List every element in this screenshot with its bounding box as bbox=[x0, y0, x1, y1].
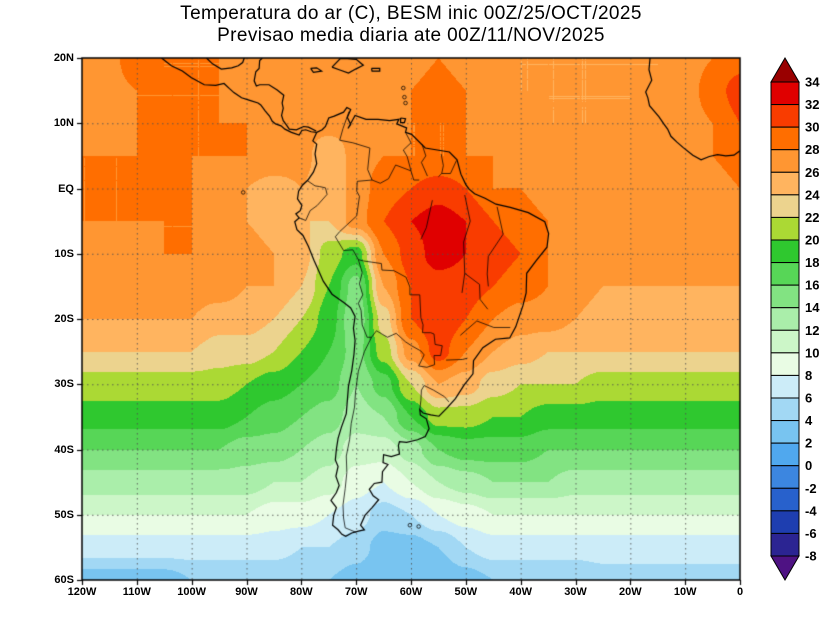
colorbar-label: -4 bbox=[805, 503, 817, 518]
colorbar-label: 16 bbox=[805, 278, 819, 293]
colorbar-label: -6 bbox=[805, 526, 817, 541]
colorbar-band bbox=[770, 104, 800, 128]
colorbar-label: 4 bbox=[805, 413, 813, 428]
x-tick-label: 0 bbox=[736, 586, 744, 598]
colorbar-band bbox=[770, 307, 800, 331]
colorbar-band bbox=[770, 352, 800, 376]
y-tick-label: 40S bbox=[54, 443, 74, 456]
colorbar-label: 30 bbox=[805, 120, 819, 135]
colorbar-band bbox=[770, 262, 800, 286]
y-tick-label: 20S bbox=[54, 313, 74, 325]
colorbar-band bbox=[770, 216, 800, 241]
colorbar-label: 34 bbox=[805, 75, 820, 90]
colorbar-band bbox=[770, 487, 800, 512]
colorbar-label: 18 bbox=[805, 255, 819, 270]
colorbar-label: 26 bbox=[805, 165, 819, 180]
colorbar-band bbox=[770, 81, 800, 106]
x-tick-label: 60W bbox=[399, 586, 423, 598]
colorbar-band bbox=[770, 126, 800, 151]
colorbar-label: 14 bbox=[805, 300, 820, 315]
colorbar-label: 22 bbox=[805, 210, 819, 225]
y-tick-label: 10S bbox=[54, 247, 74, 260]
y-tick-label: 50S bbox=[54, 508, 74, 521]
y-tick-label: 30S bbox=[54, 378, 74, 391]
colorbar-band bbox=[770, 284, 800, 309]
colorbar-label: 12 bbox=[805, 323, 819, 338]
colorbar-band bbox=[770, 239, 800, 264]
colorbar-label: 20 bbox=[805, 233, 819, 248]
x-tick-label: 50W bbox=[454, 586, 478, 598]
colorbar-label: 28 bbox=[805, 142, 819, 157]
colorbar-label: -2 bbox=[805, 481, 817, 496]
y-tick-label: 20N bbox=[53, 52, 74, 64]
colorbar-label: 10 bbox=[805, 345, 819, 360]
colorbar-band bbox=[770, 397, 800, 422]
colorbar-label: 24 bbox=[805, 187, 820, 202]
y-tick-label: 10N bbox=[53, 117, 74, 130]
colorbar-arrow-under bbox=[770, 555, 800, 581]
x-tick-label: 10W bbox=[673, 586, 697, 598]
colorbar-band bbox=[770, 149, 800, 173]
colorbar-label: 32 bbox=[805, 97, 819, 112]
colorbar-label: 2 bbox=[805, 436, 812, 451]
colorbar-band bbox=[770, 510, 800, 534]
x-tick-label: 120W bbox=[67, 586, 97, 598]
x-tick-label: 100W bbox=[177, 586, 207, 598]
x-tick-label: 80W bbox=[290, 586, 313, 598]
colorbar-band bbox=[770, 329, 800, 354]
y-tick-label: 60S bbox=[54, 574, 74, 586]
colorbar-band bbox=[770, 465, 800, 489]
colorbar-arrow-over bbox=[770, 57, 800, 83]
colorbar-band bbox=[770, 532, 800, 557]
x-tick-label: 110W bbox=[122, 586, 151, 598]
x-tick-label: 90W bbox=[235, 586, 258, 598]
colorbar-band bbox=[770, 374, 800, 399]
x-tick-label: 30W bbox=[564, 586, 587, 598]
x-tick-label: 20W bbox=[619, 586, 642, 598]
colorbar-label: 8 bbox=[805, 368, 812, 383]
x-tick-label: 40W bbox=[509, 586, 532, 598]
colorbar-band bbox=[770, 194, 800, 218]
colorbar-band bbox=[770, 420, 800, 444]
x-tick-label: 70W bbox=[344, 586, 368, 598]
colorbar-label: 6 bbox=[805, 391, 812, 406]
colorbar-label: -8 bbox=[805, 549, 817, 564]
y-tick-label: EQ bbox=[58, 182, 74, 195]
colorbar-band bbox=[770, 171, 800, 196]
colorbar-band bbox=[770, 442, 800, 467]
colorbar-label: 0 bbox=[805, 458, 812, 473]
